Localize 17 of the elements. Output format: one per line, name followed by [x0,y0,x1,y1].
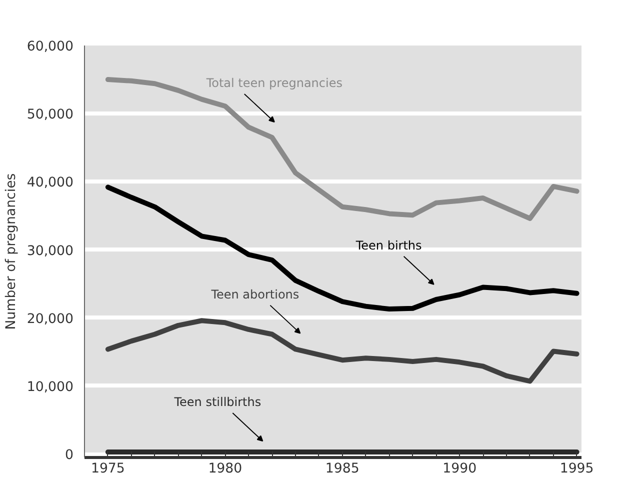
y-tick-label: 60,000 [26,40,74,54]
x-tick-label: 1985 [325,462,360,476]
series-label: Teen abortions [210,287,300,302]
x-tick-label: 1980 [208,462,242,476]
series-label: Total teen pregnancies [205,76,342,90]
x-tick-label: 1975 [90,462,125,476]
y-tick-label: 10,000 [26,380,74,395]
y-axis-title: Number of pregnancies [4,173,19,330]
y-tick-label: 40,000 [26,176,74,191]
y-tick-label: 20,000 [26,312,74,327]
x-tick-label: 1995 [560,462,594,476]
y-tick-label: 0 [65,448,74,464]
y-tick-label: 30,000 [26,244,74,259]
text: Teen stillbirths [173,395,262,410]
y-tick-label: 50,000 [26,108,74,123]
text: Teen births [354,238,422,252]
x-tick-label: 1990 [442,462,477,476]
